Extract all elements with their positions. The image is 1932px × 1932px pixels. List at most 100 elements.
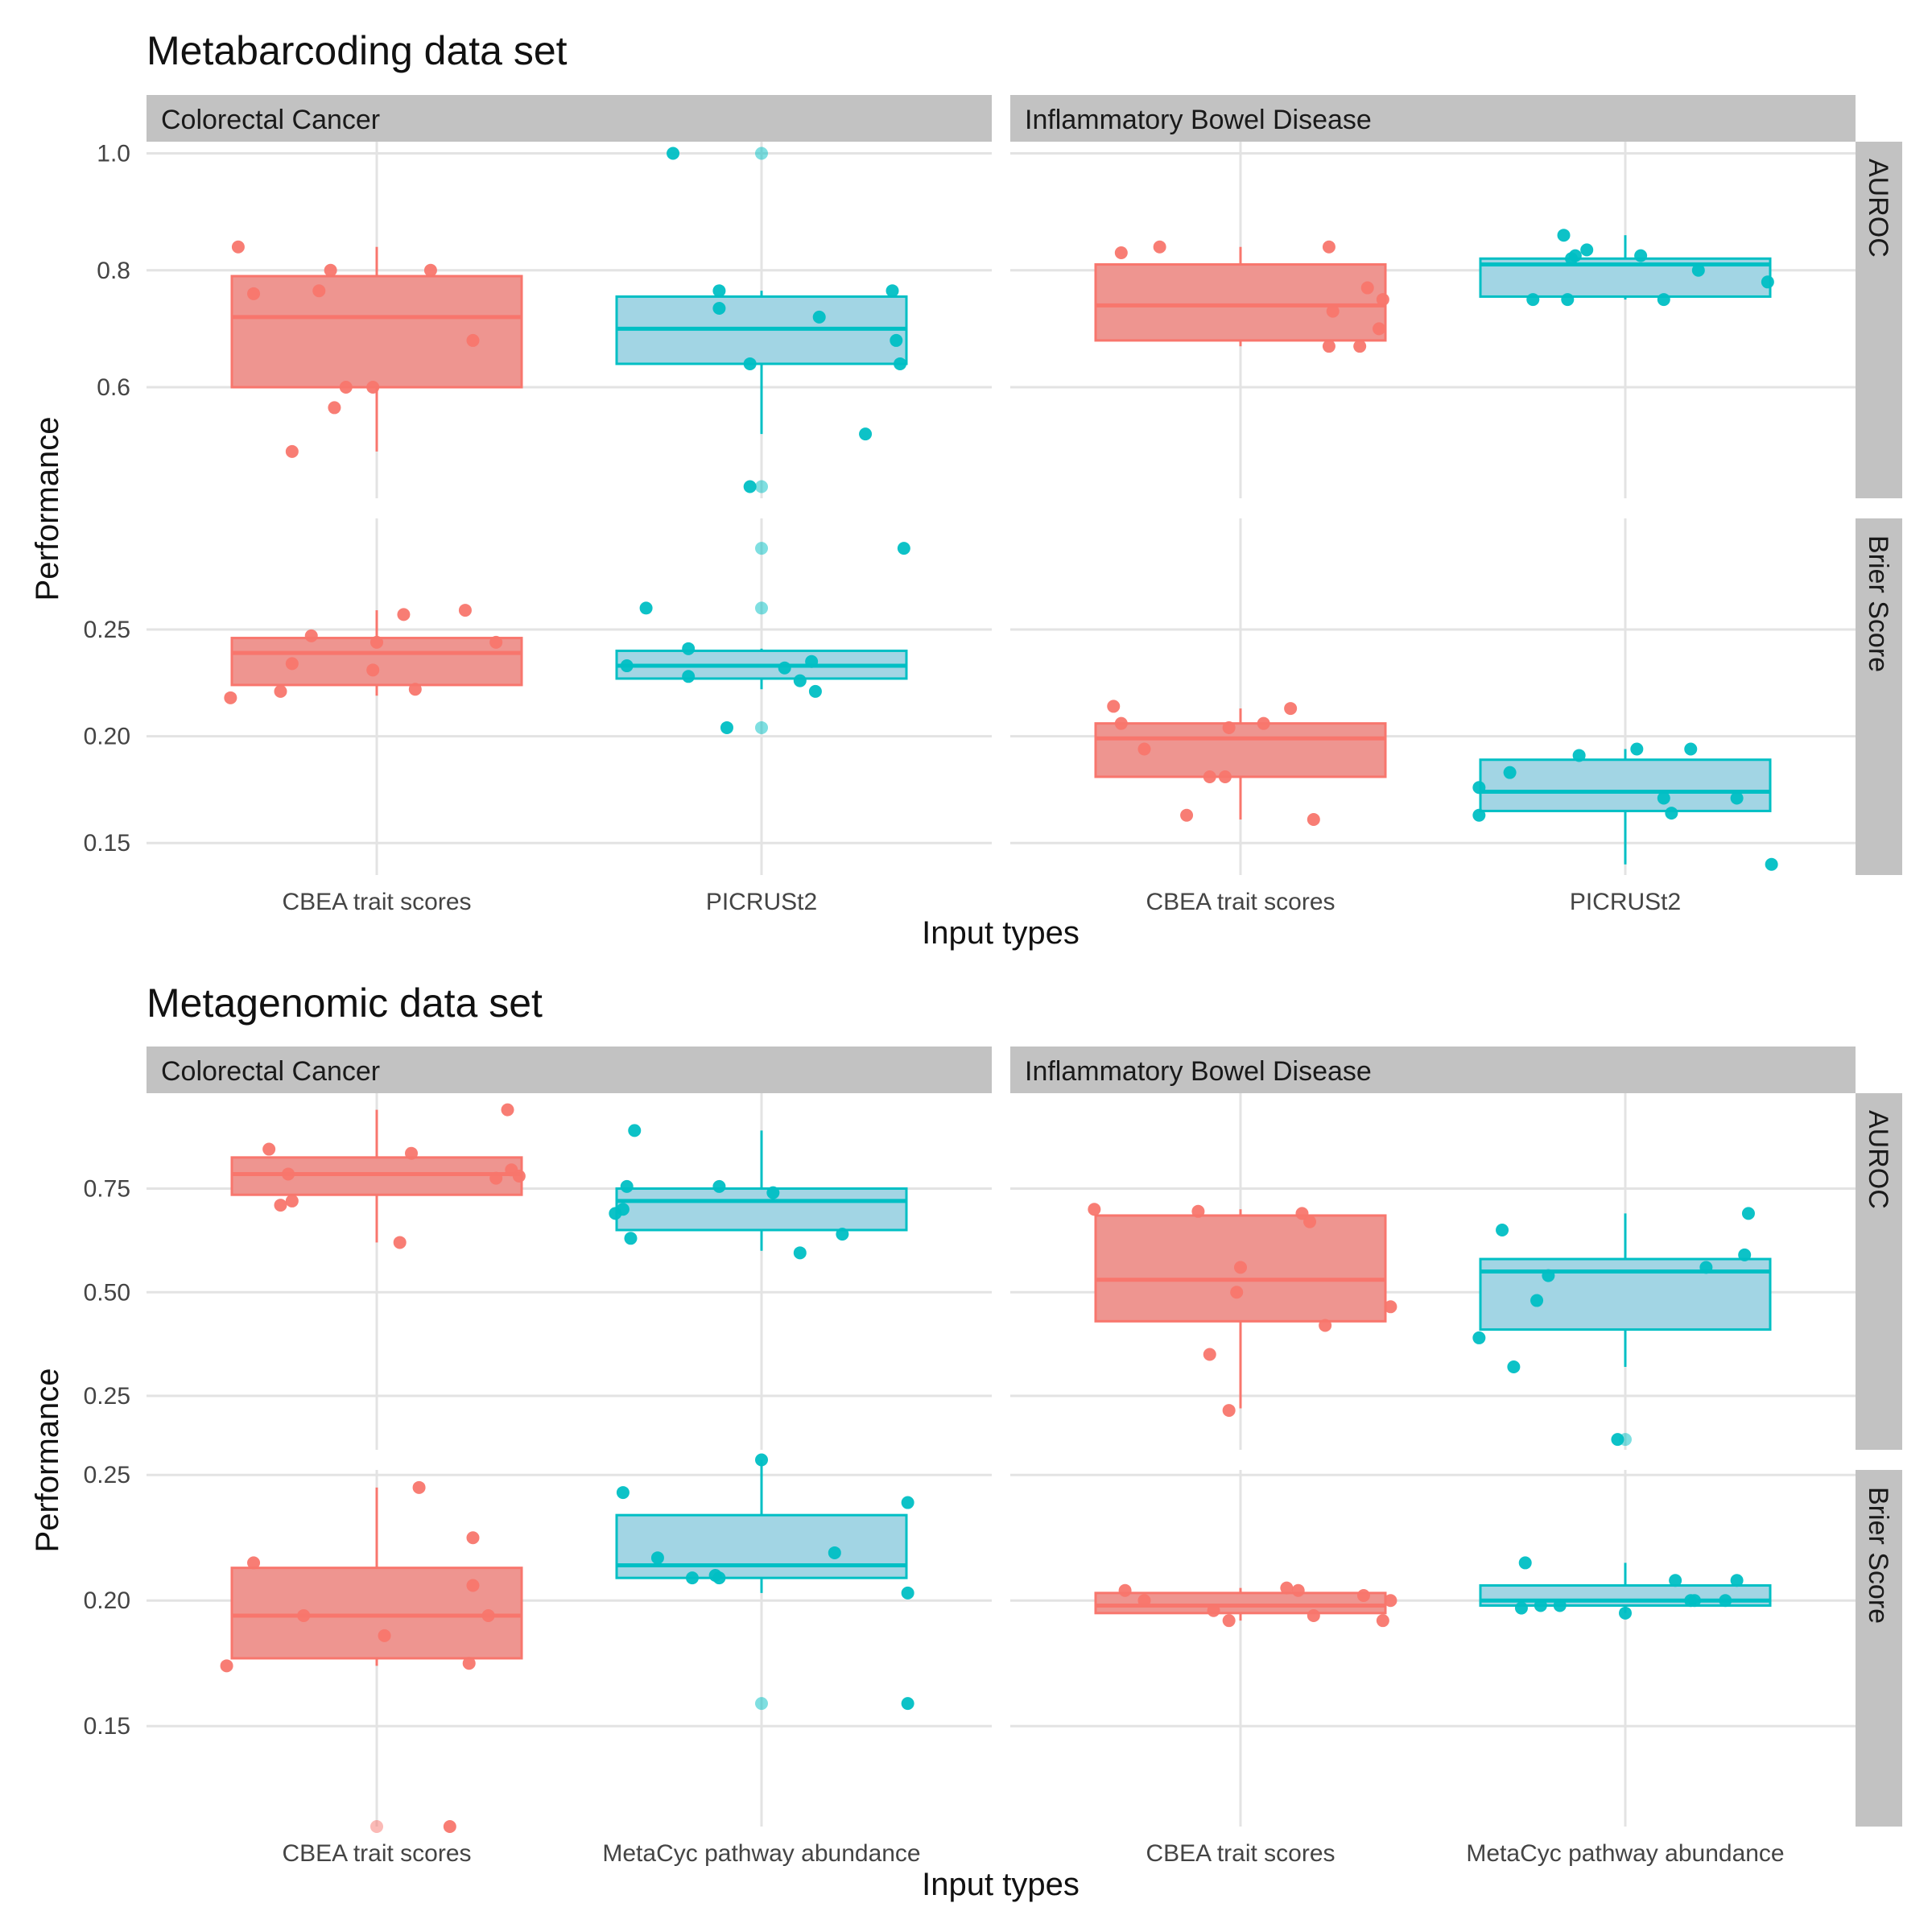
data-point [1307,813,1320,827]
x-tick-label: MetaCyc pathway abundance [602,1840,920,1867]
data-point [378,1629,391,1642]
data-point [1107,700,1121,713]
data-point [682,642,696,655]
strip-label-inflammatory-bowel-disease: Inflammatory Bowel Disease [1025,1056,1372,1087]
data-point [743,357,757,370]
data-point [620,1179,634,1193]
data-point [1384,1594,1397,1608]
y-tick-label: 0.15 [84,830,130,857]
data-point [304,629,318,642]
data-point [1180,808,1194,822]
data-point [285,657,299,671]
data-point [1384,1300,1397,1314]
y-tick-label: 0.25 [84,617,130,643]
data-point [616,1486,630,1500]
y-tick-label: 0.6 [97,374,130,401]
data-point [901,1586,914,1600]
data-point [1530,1294,1544,1307]
data-point [1665,807,1678,820]
strip-colorectal-cancer [147,95,992,142]
y-axis-label: Performance [30,417,65,601]
data-point [1561,293,1575,307]
data-point [408,683,422,696]
data-point [793,674,807,687]
strip-brier-score [1856,518,1902,875]
data-point [743,480,757,493]
data-point [1684,742,1698,756]
data-point [890,333,903,347]
data-point [1738,1248,1752,1261]
data-point [339,381,353,394]
box-cbea-trait-scores [230,1156,523,1196]
strip-label-colorectal-cancer: Colorectal Cancer [161,1056,380,1087]
data-point [1230,1286,1244,1299]
data-point [894,357,907,370]
data-point [489,1171,503,1185]
data-point [1699,1261,1713,1274]
data-point [1472,808,1486,822]
data-point [1203,770,1216,783]
data-point [667,147,680,160]
data-point [1373,322,1386,336]
data-point [247,1556,261,1570]
data-point [682,670,696,683]
data-point [1572,749,1586,762]
data-point [1657,293,1670,307]
data-point [458,604,472,617]
data-point [231,240,245,254]
strip-inflammatory-bowel-disease [1010,95,1856,142]
data-point [1503,766,1517,779]
data-point [224,691,237,704]
data-point [1322,340,1335,353]
data-point [1507,1360,1521,1373]
box-metacyc-pathway-abundance [615,1187,908,1232]
data-point [1496,1223,1509,1236]
data-point [220,1659,233,1673]
data-point [685,1571,699,1585]
strip-label-auroc: AUROC [1863,159,1893,258]
data-point [1303,1215,1317,1228]
data-point [297,1608,311,1622]
data-point [462,1657,476,1670]
data-point [1203,1348,1216,1361]
metabarcoding-block: Metabarcoding data set Colorectal Cancer… [30,28,1902,951]
data-point [1137,742,1151,756]
data-point [1730,1574,1744,1587]
data-point [1257,716,1270,730]
data-point [828,1546,841,1559]
data-point [1353,340,1367,353]
data-point [712,284,726,298]
box-cbea-trait-scores [230,1567,523,1660]
chart-title: Metabarcoding data set [147,28,568,73]
data-point [1657,791,1670,805]
data-point [1553,1599,1567,1612]
data-point [859,427,873,441]
data-point [616,1203,630,1216]
data-point [370,635,383,649]
data-point [312,284,326,298]
data-point [282,1167,295,1181]
x-tick-label: CBEA trait scores [1146,1840,1335,1867]
strip-label-auroc: AUROC [1863,1110,1893,1209]
data-point [755,1453,768,1467]
data-point [324,263,337,277]
box-metacyc-pathway-abundance [615,1513,908,1579]
box-cbea-trait-scores [1094,263,1387,342]
strip-label-brier-score: Brier Score [1863,1487,1893,1624]
data-point [1741,1207,1755,1220]
data-point [1291,1583,1305,1597]
data-point [1634,249,1648,262]
data-point [1280,1581,1294,1595]
data-point [628,1124,642,1137]
outlier-point [755,480,768,493]
data-point [712,1571,726,1585]
data-point [443,1820,456,1833]
data-point [1619,1606,1632,1620]
x-tick-label: PICRUSt2 [1570,889,1681,915]
data-point [766,1186,780,1199]
box-picrust2 [1479,758,1772,812]
data-point [274,684,287,698]
chart-title: Metagenomic data set [147,980,543,1026]
data-point [897,542,910,555]
